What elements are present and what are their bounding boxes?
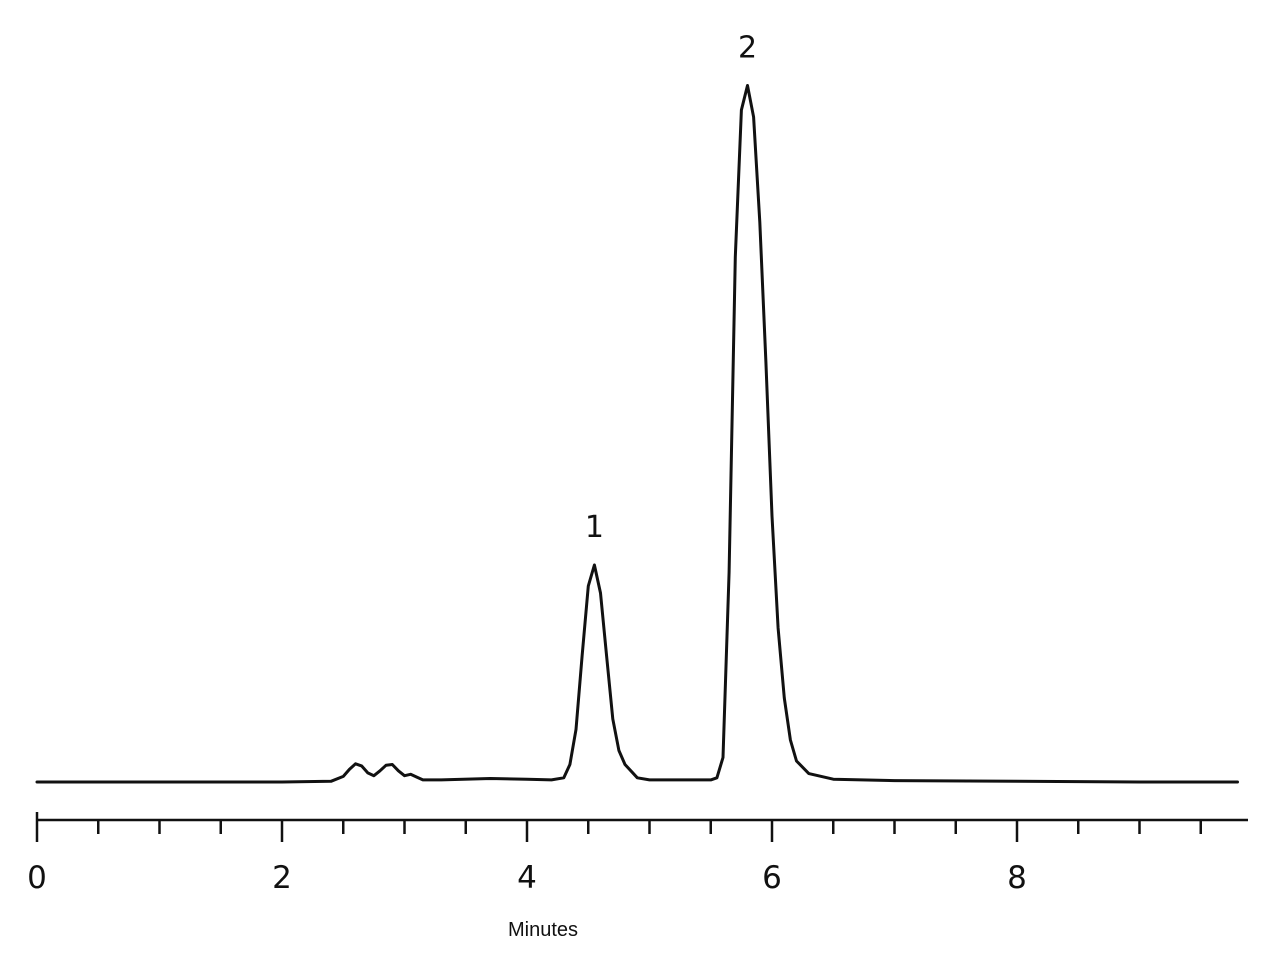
x-axis-tick-labels: 0 2 4 6 8 bbox=[27, 860, 1027, 896]
peak-label-1: 1 bbox=[585, 510, 604, 545]
x-tick-label: 2 bbox=[272, 860, 292, 896]
peak-labels: 12 bbox=[585, 31, 757, 546]
x-tick-label: 8 bbox=[1007, 860, 1027, 896]
chromatogram-trace bbox=[35, 84, 1239, 784]
peak-label-2: 2 bbox=[738, 31, 757, 66]
x-tick-label: 4 bbox=[517, 860, 537, 896]
x-tick-label: 0 bbox=[27, 860, 47, 896]
x-axis-ticks bbox=[35, 812, 1202, 842]
x-tick-label: 6 bbox=[762, 860, 782, 896]
x-axis-label: Minutes bbox=[508, 919, 578, 941]
